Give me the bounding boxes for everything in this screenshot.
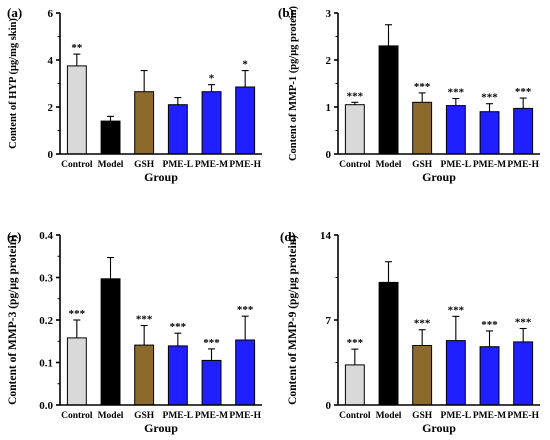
y-tick-label: 0 <box>326 400 332 412</box>
y-tick-label: 2 <box>48 102 54 114</box>
y-axis-title: Content of HYP (μg/mg skin) <box>8 18 19 149</box>
panel-label: (d) <box>280 229 296 244</box>
x-tick-label: Model <box>376 160 402 170</box>
y-tick-label: 0.3 <box>39 273 53 285</box>
x-axis-title: Group <box>144 421 178 435</box>
y-tick-label: 0 <box>326 149 332 161</box>
y-tick-label: 0 <box>48 149 54 161</box>
bar-pme-m <box>479 111 500 155</box>
bar-pme-h <box>235 86 256 155</box>
x-tick-label: PME-M <box>195 160 228 170</box>
bar-pme-l <box>167 345 188 406</box>
bar-gsh <box>134 91 155 155</box>
y-axis-title: Content of MMP-1 (pg/μg protein) <box>288 5 299 161</box>
x-tick-label: PME-L <box>441 160 472 170</box>
panel-3: (d) *** Control Model *** GSH *** PME-L *** PME-M… <box>280 229 540 435</box>
x-axis-title: Group <box>422 170 456 184</box>
bar-model <box>100 120 121 155</box>
y-tick-label: 4 <box>48 55 54 67</box>
bar-pme-h <box>513 107 534 155</box>
significance-mark: *** <box>481 319 498 331</box>
x-tick-label: PME-H <box>229 411 261 421</box>
significance-mark: *** <box>136 314 153 326</box>
x-tick-label: Control <box>339 411 371 421</box>
bar-control <box>66 65 87 155</box>
x-tick-label: GSH <box>134 160 155 170</box>
significance-mark: *** <box>170 321 187 333</box>
y-tick-label: 2 <box>326 55 332 67</box>
bar-pme-l <box>445 105 466 155</box>
bar-control <box>344 104 365 155</box>
significance-mark: *** <box>203 337 220 349</box>
x-tick-label: GSH <box>412 160 433 170</box>
panel-label: (a) <box>7 5 22 20</box>
bar-pme-l <box>445 340 466 406</box>
x-tick-label: PME-L <box>441 411 472 421</box>
x-tick-label: PME-L <box>163 160 194 170</box>
y-tick-label: 0.1 <box>39 358 53 370</box>
x-tick-label: PME-L <box>163 411 194 421</box>
x-tick-label: GSH <box>412 411 433 421</box>
significance-mark: ** <box>71 42 83 54</box>
y-tick-label: 0.2 <box>39 315 53 327</box>
x-tick-label: PME-M <box>473 160 506 170</box>
y-tick-label: 0.4 <box>39 230 53 242</box>
panel-label: (c) <box>7 229 21 244</box>
bar-gsh <box>412 345 433 406</box>
panel-label: (b) <box>278 5 294 20</box>
significance-mark: *** <box>481 92 498 104</box>
significance-mark: *** <box>414 81 431 93</box>
bar-model <box>378 281 399 406</box>
significance-mark: * <box>242 59 248 71</box>
significance-mark: *** <box>347 337 364 349</box>
significance-mark: *** <box>448 87 465 99</box>
panel-1: (b) *** Control Model *** GSH *** PME-L *** PME-M… <box>278 5 540 184</box>
significance-mark: *** <box>69 308 86 320</box>
x-tick-label: PME-M <box>195 411 228 421</box>
bar-control <box>66 337 87 406</box>
bar-pme-l <box>167 104 188 155</box>
y-tick-label: 7 <box>326 315 332 327</box>
significance-mark: *** <box>237 304 254 316</box>
x-tick-label: Control <box>61 160 93 170</box>
x-axis-title: Group <box>144 170 178 184</box>
bar-pme-h <box>513 341 534 406</box>
significance-mark: *** <box>515 86 532 98</box>
bar-gsh <box>134 344 155 406</box>
bar-pme-h <box>235 339 256 406</box>
significance-mark: *** <box>448 304 465 316</box>
x-tick-label: PME-H <box>507 160 539 170</box>
bar-control <box>344 364 365 406</box>
significance-mark: *** <box>347 90 364 102</box>
bar-model <box>378 45 399 155</box>
panel-0: (a) ** Control Model GSH PME-L * PME-M * PME-H 0 2 4… <box>7 5 262 184</box>
significance-mark: * <box>209 73 215 85</box>
y-tick-label: 3 <box>326 8 332 20</box>
y-tick-label: 0.0 <box>39 400 53 412</box>
x-tick-label: Model <box>98 411 124 421</box>
x-tick-label: PME-H <box>229 160 261 170</box>
y-axis-title: Content of MMP-3 (pg/μg protein) <box>7 235 19 405</box>
y-tick-label: 6 <box>48 8 54 20</box>
x-tick-label: PME-M <box>473 411 506 421</box>
x-tick-label: GSH <box>134 411 155 421</box>
x-axis-title: Group <box>422 421 456 435</box>
bar-model <box>100 278 121 406</box>
panel-2: (c) *** Control Model *** GSH *** PME-L *** PME-M… <box>7 229 262 435</box>
bar-pme-m <box>201 359 222 406</box>
significance-mark: *** <box>414 318 431 330</box>
x-tick-label: Model <box>376 411 402 421</box>
x-tick-label: PME-H <box>507 411 539 421</box>
y-tick-label: 14 <box>320 230 332 242</box>
y-axis-title: Content of MMP-9 (pg/μg protein) <box>287 235 299 405</box>
x-tick-label: Control <box>61 411 93 421</box>
x-tick-label: Model <box>98 160 124 170</box>
bar-gsh <box>412 101 433 155</box>
y-tick-label: 1 <box>326 102 332 114</box>
bar-pme-m <box>479 346 500 406</box>
significance-mark: *** <box>515 317 532 329</box>
bar-pme-m <box>201 91 222 155</box>
x-tick-label: Control <box>339 160 371 170</box>
